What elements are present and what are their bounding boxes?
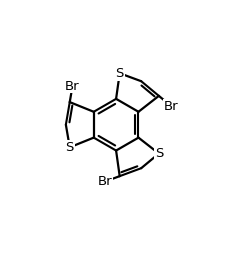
Text: Br: Br <box>65 80 79 93</box>
Text: S: S <box>154 147 162 160</box>
Text: Br: Br <box>97 175 112 188</box>
Text: Br: Br <box>163 100 178 113</box>
Text: S: S <box>65 141 74 154</box>
Text: S: S <box>115 67 123 80</box>
